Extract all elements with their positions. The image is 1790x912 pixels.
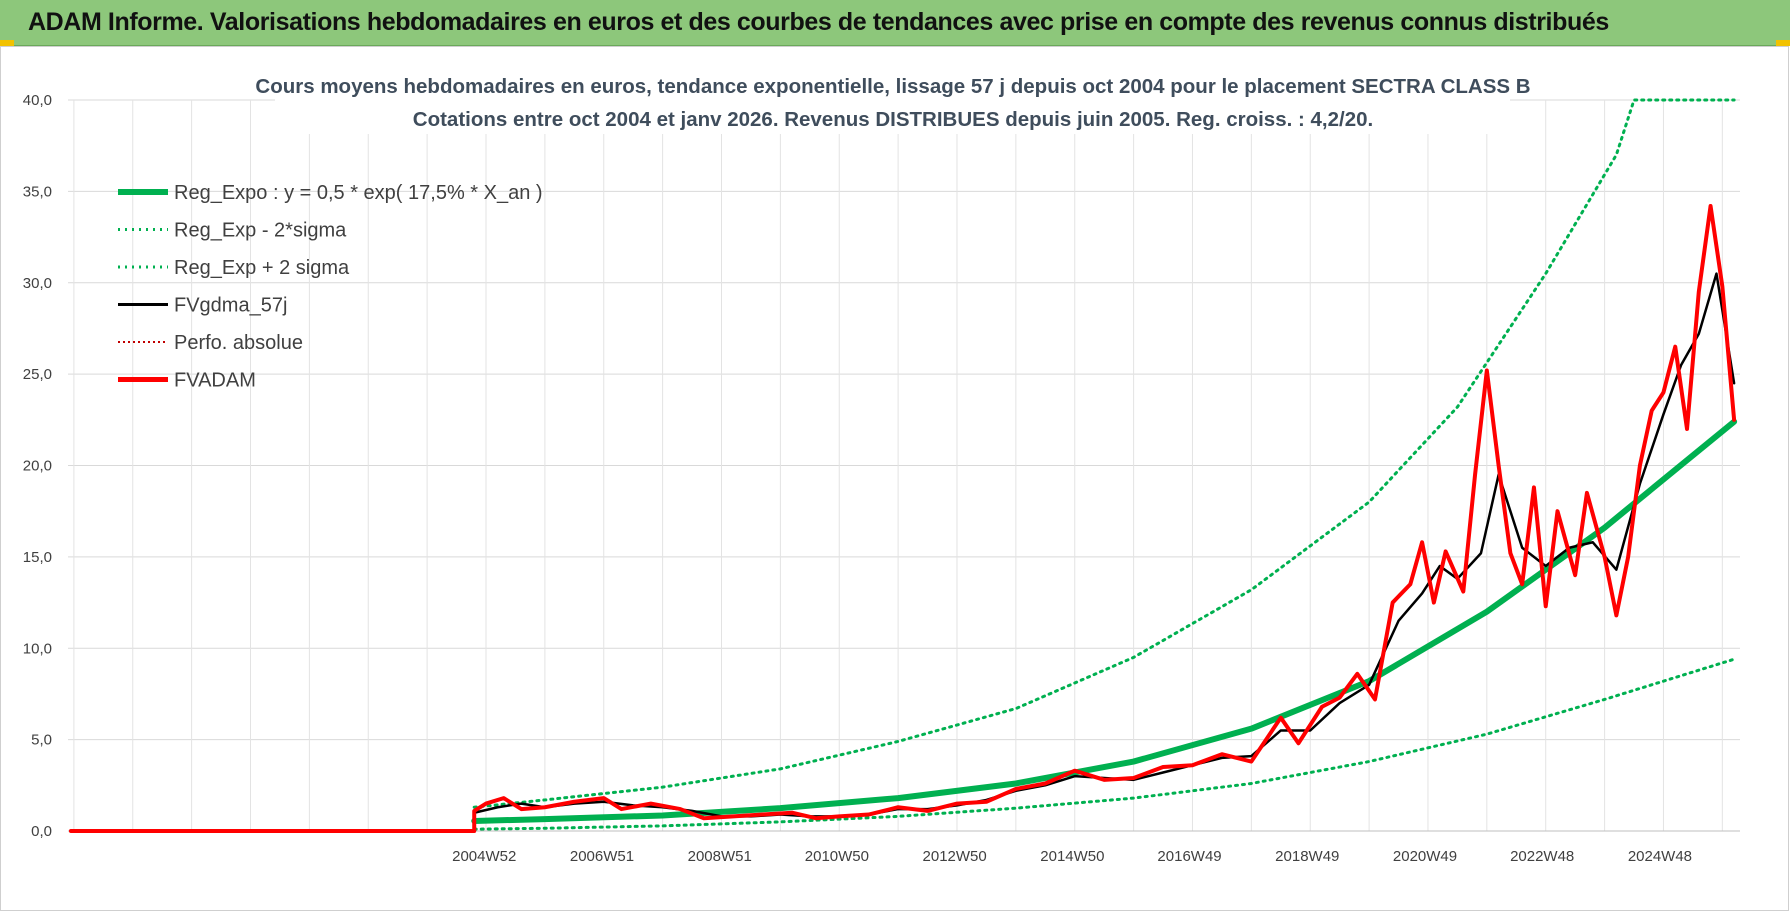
x-tick-label: 2024W48 (1628, 848, 1692, 865)
series-line-reg-expo (471, 418, 1738, 824)
chart-frame (0, 46, 1789, 911)
series-lines (68, 98, 1738, 833)
y-tick-label: 0,0 (31, 823, 52, 840)
series-line-reg-exp-2-sigma (472, 98, 1736, 809)
y-tick-label: 35,0 (23, 183, 52, 200)
corner-accent-right (1776, 40, 1790, 46)
x-tick-label: 2020W49 (1393, 848, 1457, 865)
legend-label: FVADAM (174, 370, 256, 392)
legend-label: Reg_Expo : y = 0,5 * exp( 17,5% * X_an ) (174, 182, 543, 204)
y-tick-label: 30,0 (23, 275, 52, 292)
series-line-fvadam (68, 203, 1737, 833)
chart-legend: Reg_Expo : y = 0,5 * exp( 17,5% * X_an )… (118, 182, 543, 392)
y-tick-label: 40,0 (23, 92, 52, 109)
report-title: ADAM Informe. Valorisations hebdomadaire… (28, 8, 1609, 36)
chart-title-line-2: Cotations entre oct 2004 et janv 2026. R… (413, 108, 1373, 131)
x-tick-label: 2012W50 (923, 848, 987, 865)
chart-title-line-1: Cours moyens hebdomadaires en euros, ten… (255, 75, 1530, 98)
legend-label: Perfo. absolue (174, 332, 303, 354)
x-tick-label: 2014W50 (1040, 848, 1104, 865)
x-axis-ticks: 2004W52 2006W51 2008W51 2010W50 2012W50 2014W… (452, 848, 1692, 865)
x-tick-label: 2006W51 (570, 848, 634, 865)
report-header: ADAM Informe. Valorisations hebdomadaire… (0, 0, 1790, 46)
y-tick-label: 20,0 (23, 458, 52, 475)
y-tick-label: 15,0 (23, 549, 52, 566)
chart-grid (68, 99, 1740, 832)
y-tick-label: 10,0 (23, 640, 52, 657)
x-tick-label: 2016W49 (1157, 848, 1221, 865)
legend-label: Reg_Exp - 2*sigma (174, 220, 347, 242)
x-tick-label: 2008W51 (688, 848, 752, 865)
x-tick-label: 2004W52 (452, 848, 516, 865)
legend-label: Reg_Exp + 2 sigma (174, 257, 350, 279)
y-tick-label: 25,0 (23, 366, 52, 383)
corner-accent-left (0, 40, 14, 46)
series-line-fvgdma-57j (69, 272, 1736, 833)
x-tick-label: 2010W50 (805, 848, 869, 865)
x-tick-label: 2022W48 (1510, 848, 1574, 865)
x-tick-label: 2018W49 (1275, 848, 1339, 865)
y-tick-label: 5,0 (31, 732, 52, 749)
chart-title-bg (275, 70, 1510, 134)
series-line-reg-exp-2-sigma (472, 657, 1736, 831)
legend-label: FVgdma_57j (174, 295, 287, 317)
y-axis-ticks: 0,0 5,0 10,0 15,0 20,0 25,0 30,0 35,0 40,0 (23, 92, 52, 840)
